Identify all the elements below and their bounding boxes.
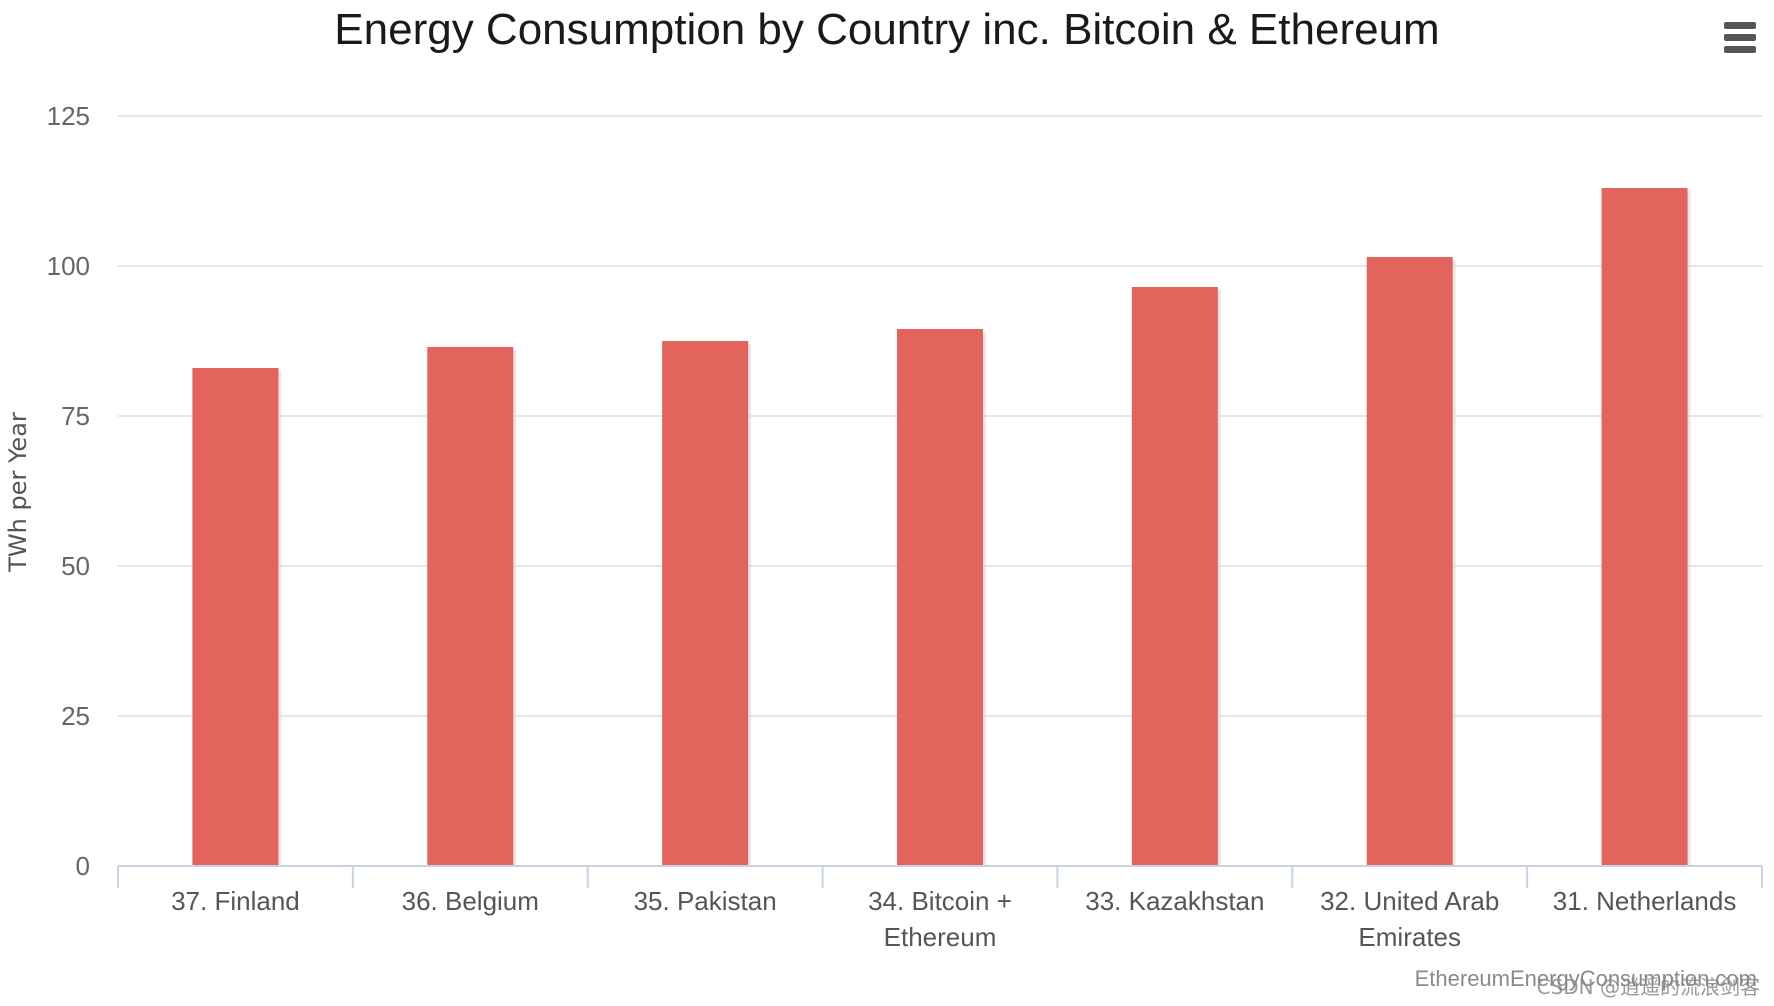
x-tick-label-line: 37. Finland — [171, 886, 300, 916]
x-tick-label-line: 33. Kazakhstan — [1085, 886, 1264, 916]
bars — [192, 188, 1691, 866]
y-tick-label: 25 — [61, 701, 90, 731]
x-tick-label-line: 35. Pakistan — [634, 886, 777, 916]
hamburger-menu-icon — [1724, 22, 1756, 29]
y-tick-label: 125 — [47, 101, 90, 131]
chart-credit[interactable]: EthereumEnergyConsumption.com — [1415, 966, 1757, 991]
y-tick-label: 50 — [61, 551, 90, 581]
y-axis-label: TWh per Year — [4, 412, 32, 573]
x-tick-label: 37. Finland — [171, 886, 300, 916]
x-axis — [117, 865, 1763, 888]
x-tick-label-line: Ethereum — [884, 922, 997, 952]
x-tick-label: 36. Belgium — [402, 886, 539, 916]
bar[interactable] — [897, 329, 983, 866]
x-tick-label-line: 34. Bitcoin + — [868, 886, 1012, 916]
bar[interactable] — [427, 347, 514, 866]
watermark: CSDN @逍遥的流浪剑客 — [1537, 975, 1760, 999]
bar[interactable] — [662, 341, 749, 866]
bar[interactable] — [192, 368, 279, 866]
x-tick-label: 35. Pakistan — [634, 886, 777, 916]
bar[interactable] — [1366, 257, 1453, 866]
y-tick-label: 75 — [61, 401, 90, 431]
x-tick-label: 33. Kazakhstan — [1085, 886, 1264, 916]
bar[interactable] — [1131, 287, 1218, 866]
x-tick-label-line: Emirates — [1358, 922, 1461, 952]
bar[interactable] — [1601, 188, 1688, 866]
x-tick-label-line: 32. United Arab — [1320, 886, 1499, 916]
y-axis-ticks: 0 25 50 75 100 125 — [47, 101, 90, 881]
x-tick-label: 34. Bitcoin + Ethereum — [868, 886, 1012, 952]
x-tick-label: 32. United Arab Emirates — [1320, 886, 1499, 952]
y-tick-label: 100 — [47, 251, 90, 281]
menu-button[interactable] — [1724, 20, 1758, 58]
y-tick-label: 0 — [76, 851, 90, 881]
x-tick-label-line: 36. Belgium — [402, 886, 539, 916]
x-tick-label: 31. Netherlands — [1553, 886, 1737, 916]
chart-title: Energy Consumption by Country inc. Bitco… — [334, 5, 1439, 54]
x-tick-label-line: 31. Netherlands — [1553, 886, 1737, 916]
x-axis-labels: 37. Finland 36. Belgium 35. Pakistan 34. Bi… — [171, 886, 1736, 952]
